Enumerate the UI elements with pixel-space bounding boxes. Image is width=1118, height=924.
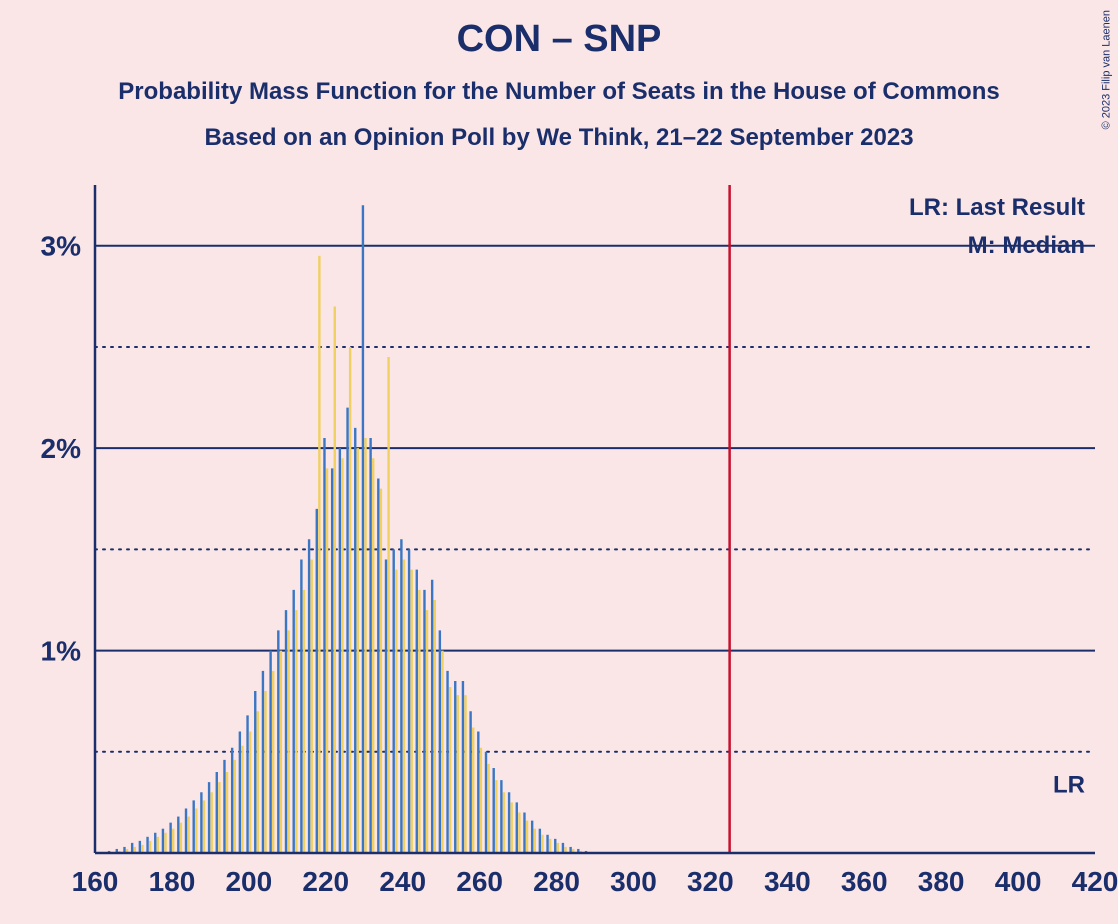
svg-text:300: 300 [610, 866, 657, 897]
pmf-chart: 1% 2% 3% 160 180 200 220 240 260 280 300 320 340 360 3… [0, 0, 1118, 924]
svg-text:340: 340 [764, 866, 811, 897]
svg-text:400: 400 [995, 866, 1042, 897]
svg-text:180: 180 [149, 866, 196, 897]
svg-text:380: 380 [918, 866, 965, 897]
svg-text:360: 360 [841, 866, 888, 897]
svg-text:420: 420 [1072, 866, 1118, 897]
svg-text:3%: 3% [41, 231, 82, 262]
legend-median: M: Median [968, 232, 1085, 259]
svg-text:240: 240 [379, 866, 426, 897]
svg-text:1%: 1% [41, 636, 82, 667]
svg-text:160: 160 [72, 866, 119, 897]
svg-text:320: 320 [687, 866, 734, 897]
legend-last-result: LR: Last Result [909, 194, 1085, 221]
svg-text:220: 220 [302, 866, 349, 897]
svg-text:200: 200 [225, 866, 272, 897]
chart-svg: 1% 2% 3% 160 180 200 220 240 260 280 300 320 340 360 3… [0, 0, 1118, 924]
svg-text:2%: 2% [41, 433, 82, 464]
svg-text:280: 280 [533, 866, 580, 897]
lr-short-label: LR [1053, 771, 1085, 798]
svg-text:260: 260 [456, 866, 503, 897]
